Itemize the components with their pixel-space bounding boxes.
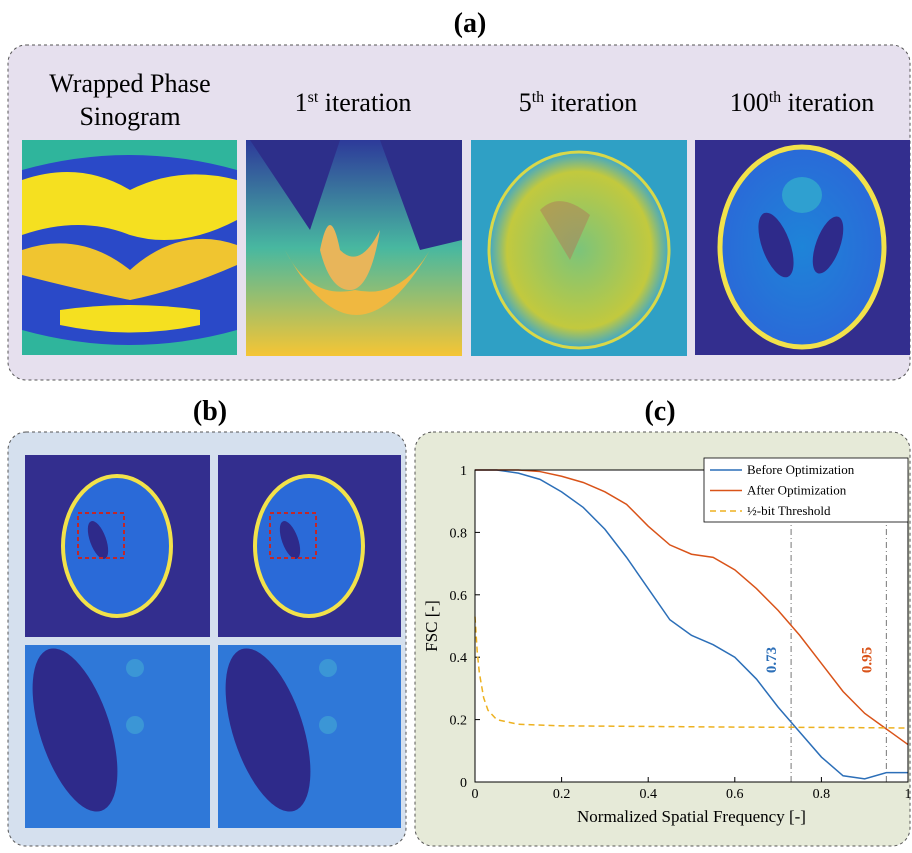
x-axis-label: Normalized Spatial Frequency [-] xyxy=(577,807,806,826)
x-tick-label: 0 xyxy=(472,787,479,802)
y-tick-label: 0.2 xyxy=(450,714,468,729)
legend-label: ½-bit Threshold xyxy=(747,503,831,518)
legend-label: Before Optimization xyxy=(747,462,855,477)
image-before xyxy=(25,455,210,637)
page: {"figure": { "panel_a": {"label": "(a)",… xyxy=(0,0,912,848)
marker-label: 0.95 xyxy=(859,647,875,673)
y-tick-label: 0.4 xyxy=(450,651,468,666)
x-tick-label: 0.4 xyxy=(639,787,657,802)
x-tick-label: 1 xyxy=(905,787,912,802)
y-tick-label: 0.6 xyxy=(450,589,468,604)
caption: Sinogram xyxy=(79,102,180,131)
y-axis-label: FSC [-] xyxy=(422,600,441,651)
x-tick-label: 0.8 xyxy=(813,787,831,802)
panel-label: (a) xyxy=(454,8,487,39)
image-iteration-1 xyxy=(246,140,462,356)
image-sinogram xyxy=(22,140,237,355)
image-after xyxy=(218,455,401,637)
image-iteration-100 xyxy=(695,140,910,355)
x-tick-label: 0.6 xyxy=(726,787,744,802)
panel-label: (c) xyxy=(644,396,675,427)
x-tick-label: 0.2 xyxy=(553,787,571,802)
y-tick-label: 0 xyxy=(460,776,467,791)
y-tick-label: 0.8 xyxy=(450,526,468,541)
marker-label: 0.73 xyxy=(764,647,780,673)
caption: Wrapped Phase xyxy=(49,69,210,98)
figure: (a) Wrapped Phase Sinogram 1st iteration… xyxy=(0,0,912,848)
caption: 100th iteration xyxy=(730,88,875,117)
legend-label: After Optimization xyxy=(747,483,847,498)
panel-label: (b) xyxy=(193,396,227,427)
image-iteration-5 xyxy=(471,140,687,356)
image-before-zoom xyxy=(15,638,210,828)
image-after-zoom xyxy=(208,638,401,828)
y-tick-label: 1 xyxy=(460,464,467,479)
